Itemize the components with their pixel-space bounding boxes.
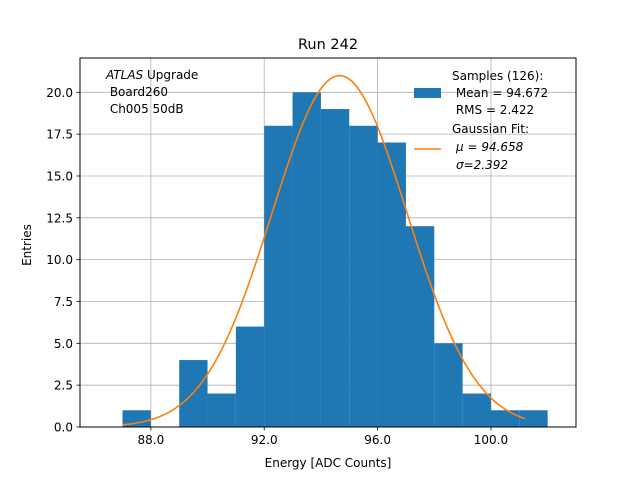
gaussian-fit xyxy=(122,74,526,426)
y-tick-label: 0.0 xyxy=(54,421,73,435)
legend-samples-line-2: Mean = 94.672 xyxy=(452,86,548,100)
histogram-bar xyxy=(462,393,491,427)
y-tick-label: 12.5 xyxy=(46,211,73,225)
axis-ticks: 88.0 92.0 96.0 100.0 0.0 2.5 5.0 7.5 10.0 12.5 15.… xyxy=(46,86,508,447)
y-tick-label: 7.5 xyxy=(54,295,73,309)
histogram-bar xyxy=(349,125,378,427)
y-tick-label: 10.0 xyxy=(46,253,73,267)
y-axis-label: Entries xyxy=(20,224,34,266)
gaussian-fit-curve xyxy=(122,74,526,426)
legend-fit-line-1: Gaussian Fit: xyxy=(452,122,529,136)
annotation-line-2: Board260 xyxy=(106,85,168,99)
chart-title: Run 242 xyxy=(298,37,358,53)
x-tick-label: 96.0 xyxy=(364,433,391,447)
legend-samples-swatch xyxy=(414,88,441,98)
annotation-line-1: ATLAS Upgrade xyxy=(105,68,198,82)
legend-samples-line-3: RMS = 2.422 xyxy=(452,103,534,117)
x-axis-label: Energy [ADC Counts] xyxy=(265,456,392,470)
y-tick-label: 17.5 xyxy=(46,128,73,142)
y-tick-label: 20.0 xyxy=(46,86,73,100)
histogram-bar xyxy=(207,393,236,427)
annotation-atlas: ATLAS xyxy=(105,68,144,82)
histogram-bars xyxy=(122,92,548,428)
legend: Samples (126): Mean = 94.672 RMS = 2.422… xyxy=(414,69,548,172)
histogram-bar xyxy=(320,109,350,427)
histogram-bar xyxy=(264,125,293,427)
y-tick-label: 2.5 xyxy=(54,379,73,393)
histogram-bar xyxy=(122,410,151,427)
plot-frame xyxy=(79,57,577,428)
y-tick-label: 5.0 xyxy=(54,337,73,351)
x-tick-label: 88.0 xyxy=(137,433,164,447)
histogram-bar xyxy=(490,410,520,427)
x-tick-label: 92.0 xyxy=(251,433,278,447)
histogram-bar xyxy=(377,142,406,428)
legend-fit-line-2: μ = 94.658 xyxy=(455,140,524,154)
histogram-bar xyxy=(405,226,435,427)
histogram-bar xyxy=(235,326,265,427)
annotation-line-3: Ch005 50dB xyxy=(106,102,184,116)
histogram-bar xyxy=(292,92,321,427)
annotation-upgrade: Upgrade xyxy=(143,68,198,82)
annotation-box: ATLAS Upgrade Board260 Ch005 50dB xyxy=(105,68,198,116)
legend-fit-line-3: σ=2.392 xyxy=(456,158,508,172)
legend-samples-line-1: Samples (126): xyxy=(452,69,543,83)
histogram-bar xyxy=(434,343,463,427)
histogram-bar xyxy=(519,410,548,427)
y-tick-label: 15.0 xyxy=(46,169,73,183)
x-tick-label: 100.0 xyxy=(474,433,508,447)
